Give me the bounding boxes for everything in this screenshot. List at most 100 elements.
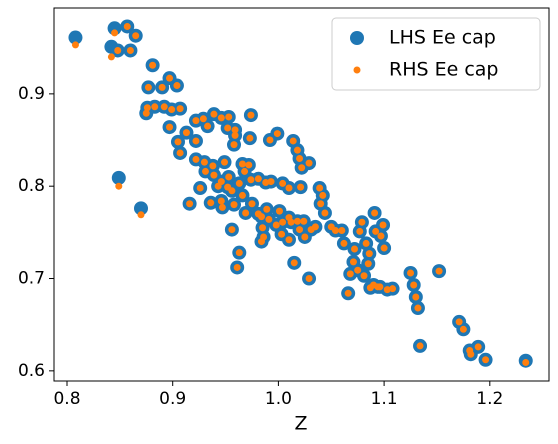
point xyxy=(248,200,256,208)
point xyxy=(331,227,339,235)
point xyxy=(71,41,79,49)
point xyxy=(228,226,236,234)
point xyxy=(296,226,304,234)
point xyxy=(316,184,324,192)
point xyxy=(356,227,364,235)
point xyxy=(245,161,253,169)
point xyxy=(266,136,274,144)
point xyxy=(143,104,151,112)
point xyxy=(224,124,232,132)
point xyxy=(247,176,255,184)
point xyxy=(254,175,262,183)
point xyxy=(231,131,239,139)
point xyxy=(362,239,370,247)
point xyxy=(149,61,157,69)
y-tick-label: 0.7 xyxy=(18,269,45,289)
point xyxy=(317,200,325,208)
point xyxy=(68,30,83,45)
point xyxy=(279,218,287,226)
point xyxy=(242,209,250,217)
point xyxy=(230,141,238,149)
point xyxy=(204,122,212,130)
point xyxy=(376,283,384,291)
point xyxy=(174,138,182,146)
y-tick-label: 0.6 xyxy=(18,361,45,381)
legend-marker xyxy=(350,31,364,45)
plot-frame xyxy=(53,7,550,382)
point xyxy=(126,46,134,54)
point xyxy=(192,137,200,145)
point xyxy=(289,137,297,145)
x-tick-label: 0.8 xyxy=(53,389,80,409)
point xyxy=(263,205,271,213)
point xyxy=(351,245,359,253)
point xyxy=(192,117,200,125)
x-tick-label: 1.1 xyxy=(371,389,398,409)
legend-label: LHS Ee cap xyxy=(389,27,496,49)
point xyxy=(371,209,379,217)
point xyxy=(151,103,159,111)
point xyxy=(349,258,357,266)
point xyxy=(209,162,217,170)
point xyxy=(142,109,150,117)
point xyxy=(297,183,305,191)
point xyxy=(168,106,176,114)
point xyxy=(340,239,348,247)
point xyxy=(290,259,298,267)
point xyxy=(111,170,126,185)
x-axis-label: Z xyxy=(294,413,307,435)
point xyxy=(364,260,372,268)
point xyxy=(372,227,380,235)
point xyxy=(467,350,475,358)
point xyxy=(346,270,354,278)
point xyxy=(228,187,236,195)
point xyxy=(230,201,238,209)
point xyxy=(459,325,467,333)
point xyxy=(407,269,415,277)
point xyxy=(285,236,293,244)
point xyxy=(192,155,200,163)
point xyxy=(132,32,140,40)
point xyxy=(296,154,304,162)
x-tick-label: 1.2 xyxy=(476,389,503,409)
point xyxy=(338,227,346,235)
point xyxy=(166,123,174,131)
point xyxy=(210,110,218,118)
point xyxy=(235,179,243,187)
point xyxy=(365,250,373,258)
point xyxy=(176,149,184,157)
point xyxy=(272,221,280,229)
point xyxy=(231,126,239,134)
point xyxy=(225,173,233,181)
point xyxy=(199,115,207,123)
point xyxy=(414,304,422,312)
y-tick-label: 0.9 xyxy=(18,84,45,104)
point xyxy=(201,167,209,175)
point xyxy=(238,160,246,168)
point xyxy=(300,217,308,225)
point xyxy=(275,207,283,215)
point xyxy=(260,233,268,241)
point xyxy=(319,191,327,199)
legend-box xyxy=(331,17,541,91)
point xyxy=(176,105,184,113)
point xyxy=(259,224,267,232)
point xyxy=(217,114,225,122)
point xyxy=(293,146,301,154)
point xyxy=(273,130,281,138)
point xyxy=(435,267,443,275)
point xyxy=(107,53,115,61)
point xyxy=(137,211,145,219)
point xyxy=(358,218,366,226)
point xyxy=(265,215,273,223)
point xyxy=(123,22,131,30)
point xyxy=(173,82,181,90)
point xyxy=(207,199,215,207)
point xyxy=(522,359,530,367)
point xyxy=(200,158,208,166)
point xyxy=(235,249,243,257)
point xyxy=(287,218,295,226)
point xyxy=(115,182,123,190)
point xyxy=(354,266,362,274)
